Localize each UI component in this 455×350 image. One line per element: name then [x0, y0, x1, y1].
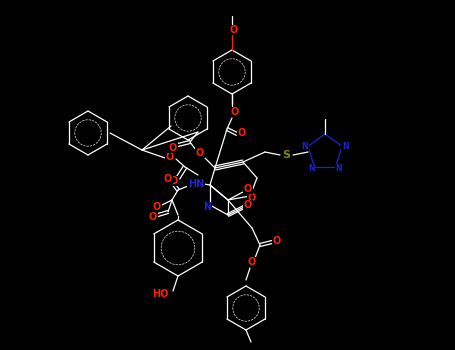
Text: O: O — [170, 176, 178, 186]
Text: O: O — [244, 200, 252, 210]
Text: O: O — [238, 128, 246, 138]
Text: O: O — [248, 193, 256, 203]
Text: HN: HN — [188, 179, 204, 189]
Text: HO: HO — [152, 289, 168, 299]
Text: N: N — [308, 164, 315, 173]
Text: N: N — [342, 142, 349, 151]
Text: N: N — [335, 164, 342, 173]
Text: O: O — [164, 174, 172, 184]
Text: O: O — [248, 257, 256, 267]
Text: O: O — [231, 107, 239, 117]
Text: O: O — [230, 25, 238, 35]
Text: S: S — [282, 150, 290, 160]
Text: O: O — [196, 148, 204, 158]
Text: O: O — [149, 212, 157, 222]
Text: O: O — [244, 184, 252, 194]
Text: O: O — [153, 202, 161, 212]
Text: O: O — [273, 236, 281, 246]
Text: N: N — [203, 202, 211, 212]
Text: O: O — [166, 152, 174, 162]
Text: N: N — [302, 142, 308, 151]
Text: O: O — [169, 143, 177, 153]
